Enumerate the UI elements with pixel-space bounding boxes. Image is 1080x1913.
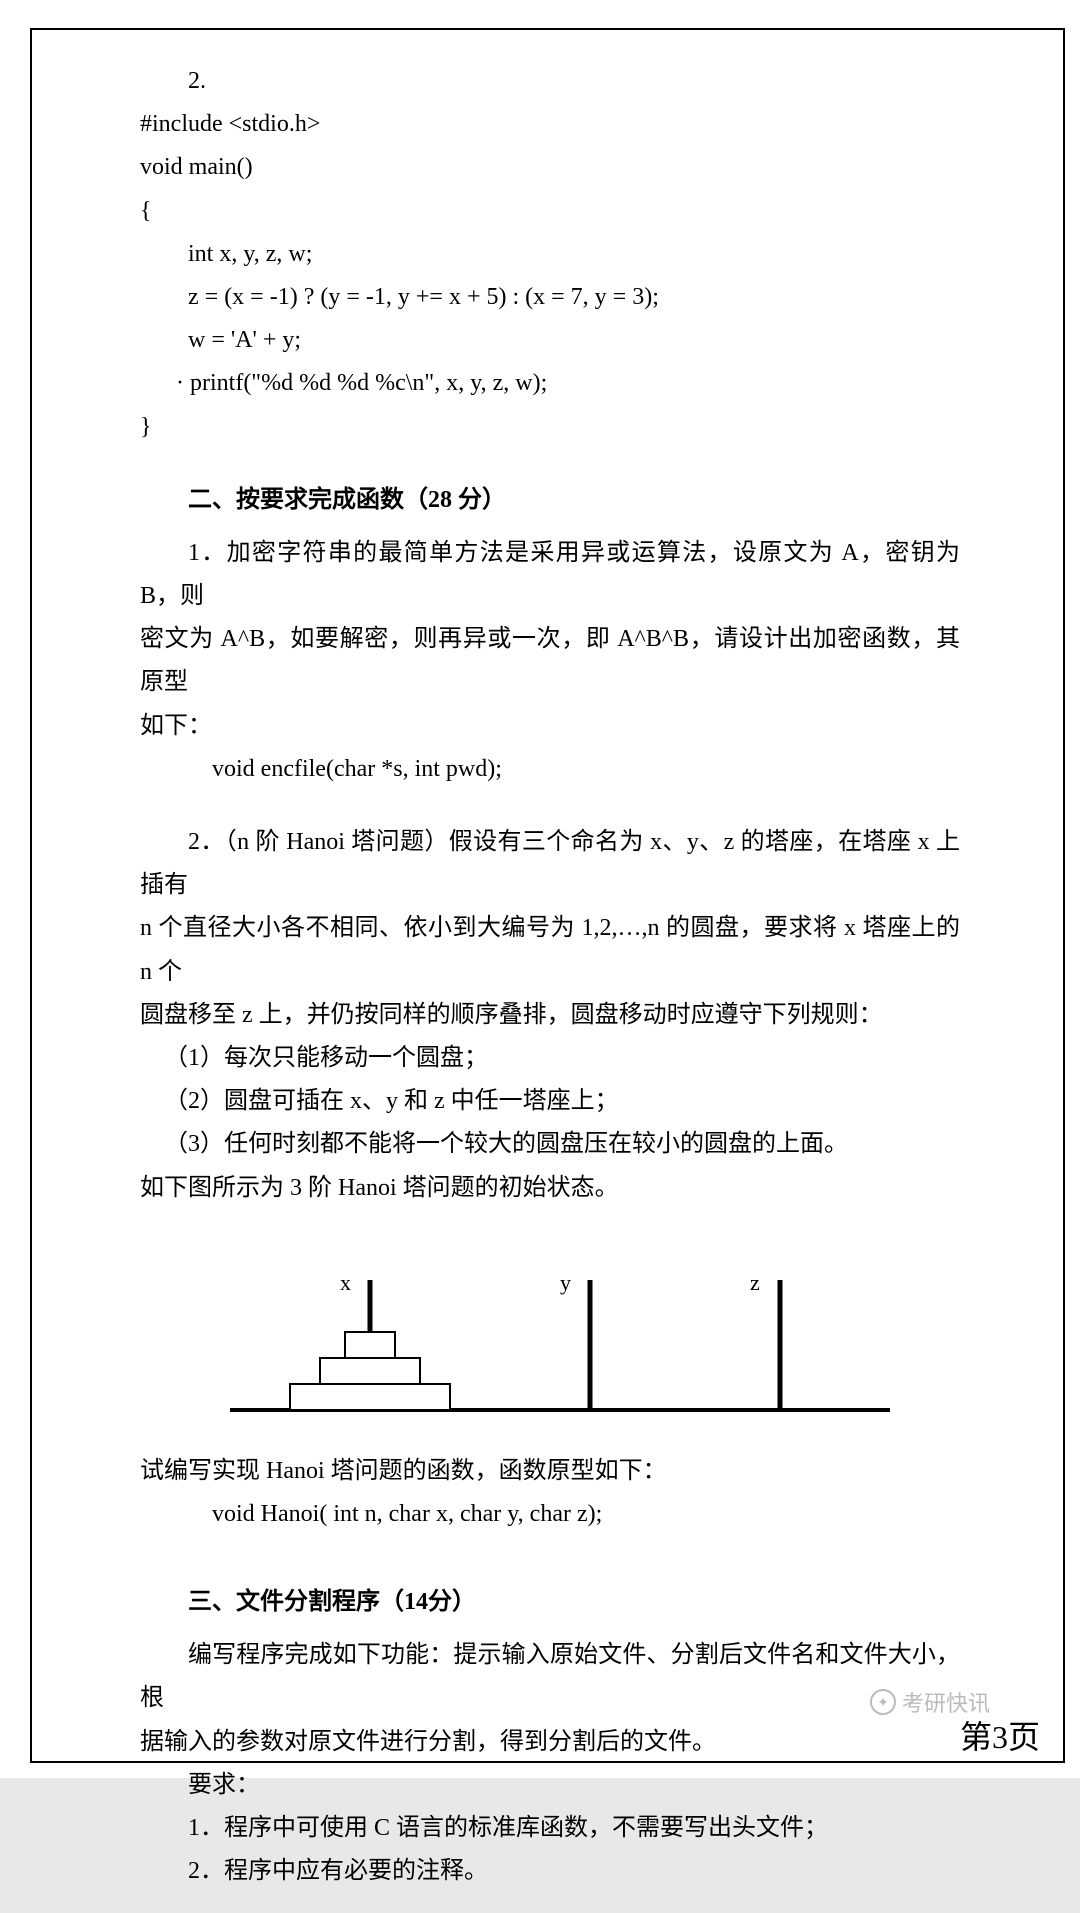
code-line: int x, y, z, w; — [140, 233, 960, 276]
q2-rule1: （1）每次只能移动一个圆盘； — [140, 1037, 960, 1080]
hanoi-diagram: x y z — [190, 1240, 910, 1430]
svg-text:z: z — [750, 1270, 760, 1295]
q2-text: 2．（n 阶 Hanoi 塔问题）假设有三个命名为 x、y、z 的塔座，在塔座 … — [140, 821, 960, 907]
q2-text: n 个直径大小各不相同、依小到大编号为 1,2,…,n 的圆盘，要求将 x 塔座… — [140, 907, 960, 993]
section2-title: 二、按要求完成函数（28 分） — [140, 479, 960, 522]
s3-text: 编写程序完成如下功能：提示输入原始文件、分割后文件名和文件大小，根 — [140, 1634, 960, 1720]
section3-title: 三、文件分割程序（14分） — [140, 1581, 960, 1624]
q2-text: 圆盘移至 z 上，并仍按同样的顺序叠排，圆盘移动时应遵守下列规则： — [140, 994, 960, 1037]
code-line: } — [140, 406, 960, 449]
q2-prototype: void Hanoi( int n, char x, char y, char … — [140, 1493, 960, 1536]
q1-text: 如下： — [140, 705, 960, 748]
q2-rule3: （3）任何时刻都不能将一个较大的圆盘压在较小的圆盘的上面。 — [140, 1123, 960, 1166]
exam-page: 2. #include <stdio.h> void main() { int … — [0, 0, 1080, 1778]
wechat-icon: ✦ — [870, 1689, 896, 1715]
code-line: w = 'A' + y; — [140, 319, 960, 362]
svg-text:y: y — [560, 1270, 571, 1295]
code-line: void main() — [140, 146, 960, 189]
code-block-q2: 2. #include <stdio.h> void main() { int … — [140, 60, 960, 449]
q2-text: 如下图所示为 3 阶 Hanoi 塔问题的初始状态。 — [140, 1167, 960, 1210]
s3-req: 要求： — [140, 1764, 960, 1807]
page-content: 2. #include <stdio.h> void main() { int … — [60, 40, 1020, 1913]
s3-r2: 2．程序中应有必要的注释。 — [140, 1850, 960, 1893]
code-line: #include <stdio.h> — [140, 103, 960, 146]
q1-prototype: void encfile(char *s, int pwd); — [140, 748, 960, 791]
s3-text: 据输入的参数对原文件进行分割，得到分割后的文件。 — [140, 1721, 960, 1764]
page-number: 第3页 — [960, 1712, 1040, 1758]
code-line: { — [140, 190, 960, 233]
q1-text: 1．加密字符串的最简单方法是采用异或运算法，设原文为 A，密钥为 B，则 — [140, 532, 960, 618]
q1-text: 密文为 A^B，如要解密，则再异或一次，即 A^B^B，请设计出加密函数，其原型 — [140, 618, 960, 704]
code-line: z = (x = -1) ? (y = -1, y += x + 5) : (x… — [140, 276, 960, 319]
q2-after: 试编写实现 Hanoi 塔问题的函数，函数原型如下： — [140, 1450, 960, 1493]
code-line: · printf("%d %d %d %c\n", x, y, z, w); — [140, 362, 960, 405]
q2-rule2: （2）圆盘可插在 x、y 和 z 中任一塔座上； — [140, 1080, 960, 1123]
svg-text:x: x — [340, 1270, 351, 1295]
s3-r1: 1．程序中可使用 C 语言的标准库函数，不需要写出头文件； — [140, 1807, 960, 1850]
code-number: 2. — [140, 60, 960, 103]
